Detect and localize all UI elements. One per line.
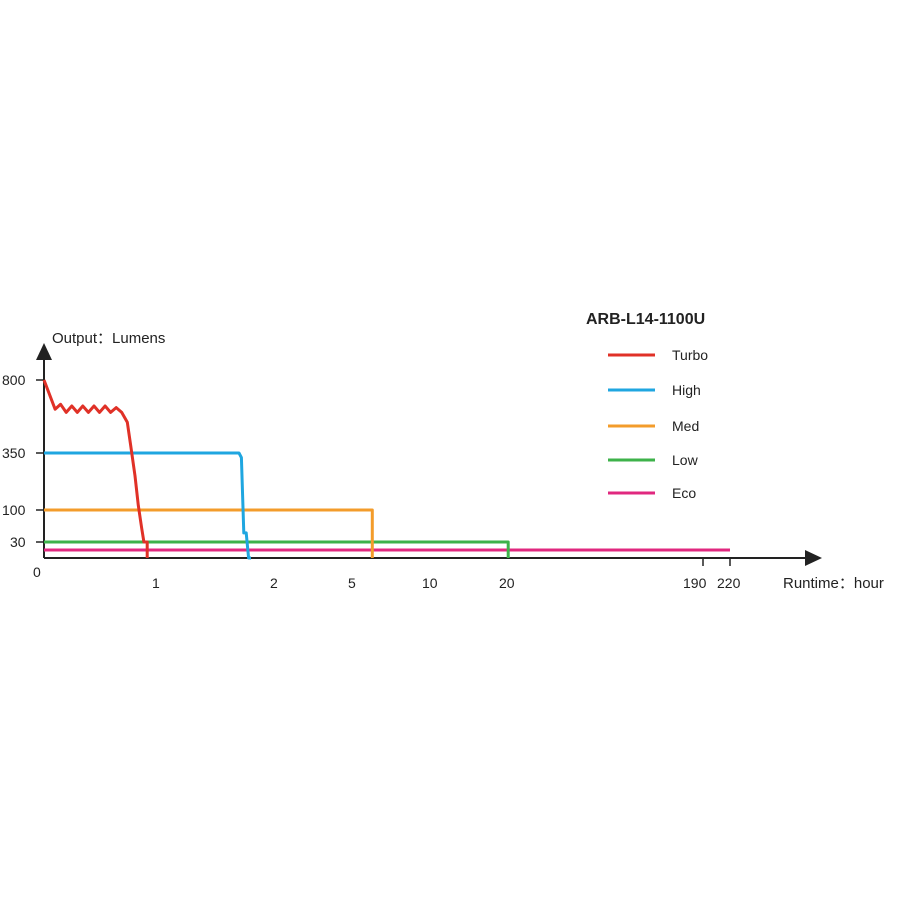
x-axis-label: Runtime：hour [783,575,884,592]
y-tick-label: 800 [2,372,26,388]
legend-label-med: Med [672,418,699,434]
legend-label-eco: Eco [672,485,696,501]
legend-label-high: High [672,382,701,398]
legend: Turbo High Med Low Eco [608,347,708,501]
series-line-high [44,451,251,560]
series-line-low [44,540,510,558]
y-tick-label: 30 [10,534,26,550]
y-tick-label: 350 [2,445,26,461]
chart-title: ARB-L14-1100U [586,311,705,328]
x-tick-label: 20 [499,575,515,591]
x-tick-label: 2 [270,575,278,591]
legend-label-turbo: Turbo [672,347,708,363]
x-tick-label: 1 [152,575,160,591]
x-tick-label: 190 [683,575,707,591]
y-tick-label: 100 [2,502,26,518]
y-tick-label: 0 [33,564,41,580]
x-tick-label: 5 [348,575,356,591]
series-line-turbo [42,379,149,558]
y-axis-arrow [36,343,52,360]
x-tick-label: 220 [717,575,741,591]
legend-label-low: Low [672,452,699,468]
y-axis-label: Output：Lumens [52,330,165,347]
x-axis-arrow [805,550,822,566]
x-tick-label: 10 [422,575,438,591]
series-line-med [44,508,374,558]
series-group [42,379,730,560]
